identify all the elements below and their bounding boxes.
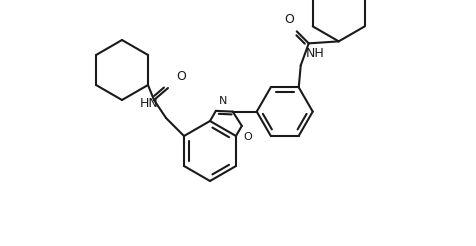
Text: O: O: [243, 132, 252, 142]
Text: O: O: [283, 13, 293, 26]
Text: HN: HN: [139, 97, 158, 110]
Text: N: N: [218, 96, 227, 106]
Text: NH: NH: [305, 47, 324, 60]
Text: O: O: [176, 70, 186, 83]
